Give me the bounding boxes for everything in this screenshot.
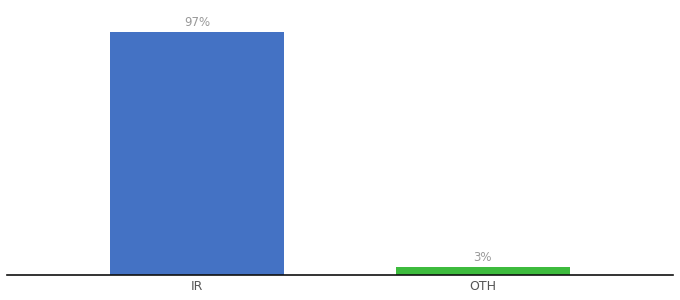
Text: 3%: 3%	[473, 251, 492, 265]
Bar	[396, 267, 570, 274]
Bar	[110, 32, 284, 274]
Text: 97%: 97%	[184, 16, 210, 29]
